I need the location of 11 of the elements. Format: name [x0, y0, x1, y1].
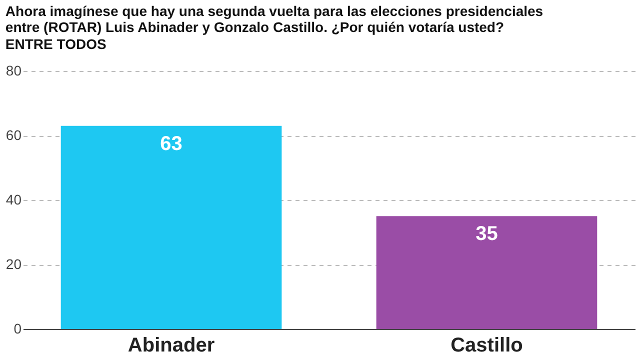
y-tick-label: 60	[6, 127, 22, 143]
y-tick-label: 40	[6, 192, 22, 208]
y-tick-label: 80	[6, 62, 22, 78]
y-tick-label: 0	[14, 320, 22, 336]
y-tick-label: 20	[6, 256, 22, 272]
data-label: 35	[476, 223, 498, 246]
chart-title: Ahora imagínese que hay una segunda vuelta para las elecciones presidenciales entre (ROTAR) Luis Abinader y Gonzalo Castillo. ¿Por quién votaría usted?	[5, 3, 544, 35]
x-tick-label: Castillo	[450, 334, 523, 356]
chart-subtitle: ENTRE TODOS	[5, 36, 106, 52]
x-tick-label: Abinader	[128, 334, 215, 356]
data-label: 63	[160, 132, 182, 155]
